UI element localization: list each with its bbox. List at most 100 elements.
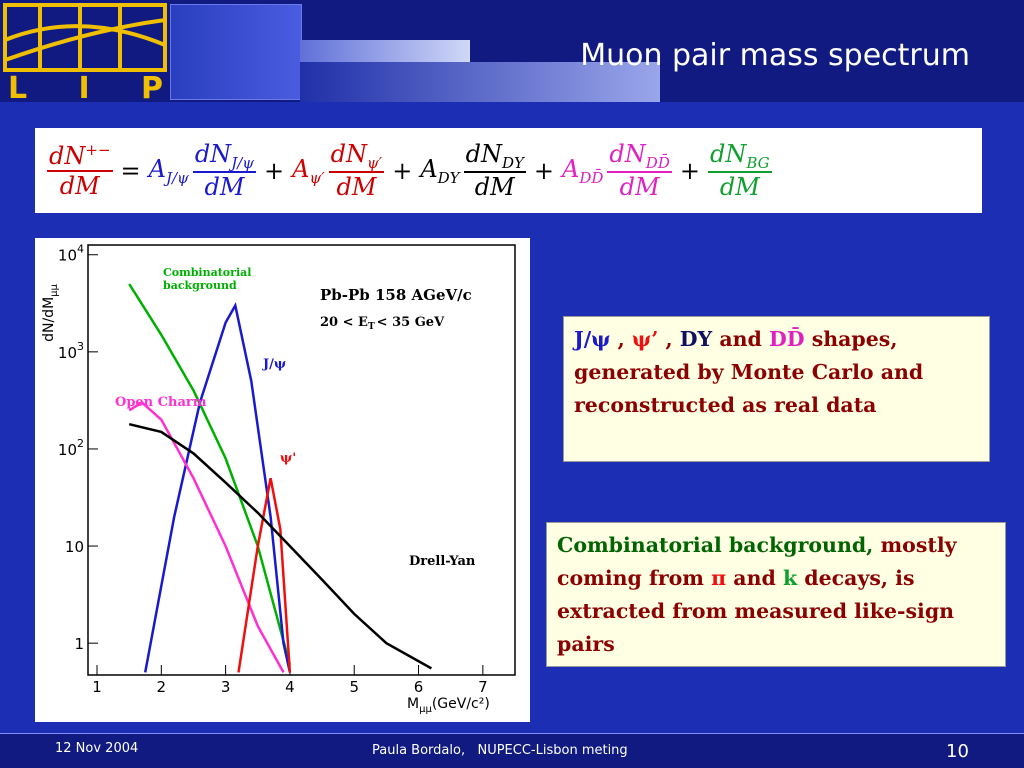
coef: A (292, 154, 310, 183)
text-segment: ψ’ (631, 327, 659, 351)
text-segment: and (726, 566, 783, 590)
coefficient: Aψ′ (292, 155, 325, 187)
series-line (128, 283, 292, 666)
label-main: dN/dM (41, 297, 57, 342)
subscript: DY (501, 153, 524, 172)
numerator-text: dN (709, 139, 747, 168)
label-unit: (GeV/c²) (432, 696, 490, 712)
denominator: dM (336, 173, 377, 202)
term: ADY dNDY dM (420, 140, 526, 202)
label-sub: μμ (419, 704, 432, 715)
text-box: J/ψ , ψ’ , DY and DD̄ shapes, generated … (563, 316, 990, 462)
plus: + (392, 156, 413, 185)
numerator: dNDD̄ (607, 139, 672, 174)
title: Muon pair mass spectrum (580, 38, 970, 73)
subscript: DY (437, 168, 460, 187)
numerator: dN+− (47, 141, 113, 172)
text-segment: shapes, generated by Monte Carlo and rec… (574, 327, 931, 417)
denominator: dM (59, 172, 100, 200)
annotation-sub: T (368, 322, 375, 332)
numerator-text: dN (330, 139, 368, 168)
numerator: dNBG (707, 139, 772, 174)
plot-frame (87, 244, 516, 676)
decor (300, 62, 660, 102)
numerator: dNJ/ψ (192, 139, 257, 174)
tick-base: 10 (58, 344, 77, 362)
numerator-text: dN (194, 139, 232, 168)
header: L I P Muon pair mass spectrum (0, 0, 1024, 102)
text-segment: J/ψ (574, 327, 611, 351)
subscript: J/ψ (231, 153, 255, 172)
denominator: dM (474, 173, 515, 202)
logo-text: L I P (8, 71, 163, 102)
footer-text: Paula Bordalo, NUPECC-Lisbon meting (372, 743, 628, 758)
subscript: ψ′ (309, 168, 325, 187)
term: ADD̄ dNDD̄ dM (562, 139, 672, 202)
y-tick-label: 103 (58, 340, 84, 362)
x-tick-label: 5 (349, 678, 359, 696)
decor (170, 4, 302, 100)
numerator: dNDY (463, 140, 526, 174)
text-segment: mostly coming from (557, 533, 964, 590)
text-segment: , (658, 327, 680, 351)
chart: 1 2 3 4 5 6 7110102103104dN/dMμμMμμ(GeV/c²)Pb-… (35, 238, 530, 722)
denominator: dM (619, 173, 660, 202)
coef: A (148, 154, 166, 183)
term: Aψ′ dNψ′ dM (292, 139, 385, 202)
footer: 12 Nov 2004 Paula Bordalo, NUPECC-Lisbon… (0, 733, 1024, 768)
fraction: dNψ′ dM (328, 139, 385, 202)
text-segment: decays, is extracted from measured like-… (557, 566, 962, 656)
fraction: dNDD̄ dM (607, 139, 672, 202)
text-segment: DD̄ (769, 327, 805, 351)
denominator: dM (204, 173, 245, 202)
annotation: Pb-Pb 158 AGeV/c (320, 286, 472, 304)
coef: A (562, 154, 580, 183)
series-line (128, 422, 433, 670)
y-tick-label: 10 (65, 538, 84, 556)
text-box: Combinatorial background, mostly coming … (546, 522, 1006, 667)
text-segment: , (610, 327, 632, 351)
tick-base: 10 (58, 247, 77, 265)
lhs: dN+− dM (47, 141, 113, 200)
plus: + (533, 156, 555, 185)
tick-exponent: 2 (77, 437, 84, 450)
term: A J/ψ dNJ/ψ dM (148, 139, 257, 202)
annotation-text: 20 < E (320, 315, 368, 330)
series-line (143, 302, 292, 673)
logo: L I P (3, 3, 167, 102)
x-tick-label: 7 (478, 678, 488, 696)
tick-exponent: 4 (77, 243, 84, 256)
x-tick-label: 6 (414, 678, 424, 696)
x-axis-label: Mμμ(GeV/c²) (407, 696, 490, 715)
page-number: 10 (946, 741, 969, 762)
subscript: DD̄ (579, 168, 604, 187)
fraction: dNJ/ψ dM (192, 139, 257, 202)
series-label: ψ' (280, 451, 296, 466)
series-line (128, 401, 285, 674)
x-tick-label: 3 (221, 678, 231, 696)
coefficient: ADY (420, 155, 459, 187)
y-tick-label: 104 (58, 243, 84, 265)
text-segment: and (712, 327, 769, 351)
tick-base: 1 (74, 635, 84, 653)
numerator: dNψ′ (328, 139, 385, 174)
numerator-text: dN (609, 139, 646, 168)
subscript: ψ′ (367, 153, 383, 172)
text-segment: Combinatorial background, (557, 533, 874, 557)
label-sub: μμ (49, 283, 60, 296)
numerator-text: dN (49, 142, 86, 170)
y-tick-label: 102 (58, 437, 84, 459)
text-segment: DY (679, 327, 713, 351)
fraction: dNBG dM (707, 139, 772, 201)
tick-exponent: 3 (77, 340, 84, 353)
x-tick-label: 2 (157, 678, 167, 696)
fraction: dN+− dM (47, 141, 113, 200)
series-label: J/ψ (262, 357, 286, 372)
equals: = (120, 156, 141, 185)
footer-date: 12 Nov 2004 (55, 741, 139, 756)
coef: A (420, 154, 438, 183)
fraction: dNDY dM (463, 140, 526, 202)
chart-bg (35, 238, 530, 722)
series-label: Combinatorial background (163, 266, 252, 292)
